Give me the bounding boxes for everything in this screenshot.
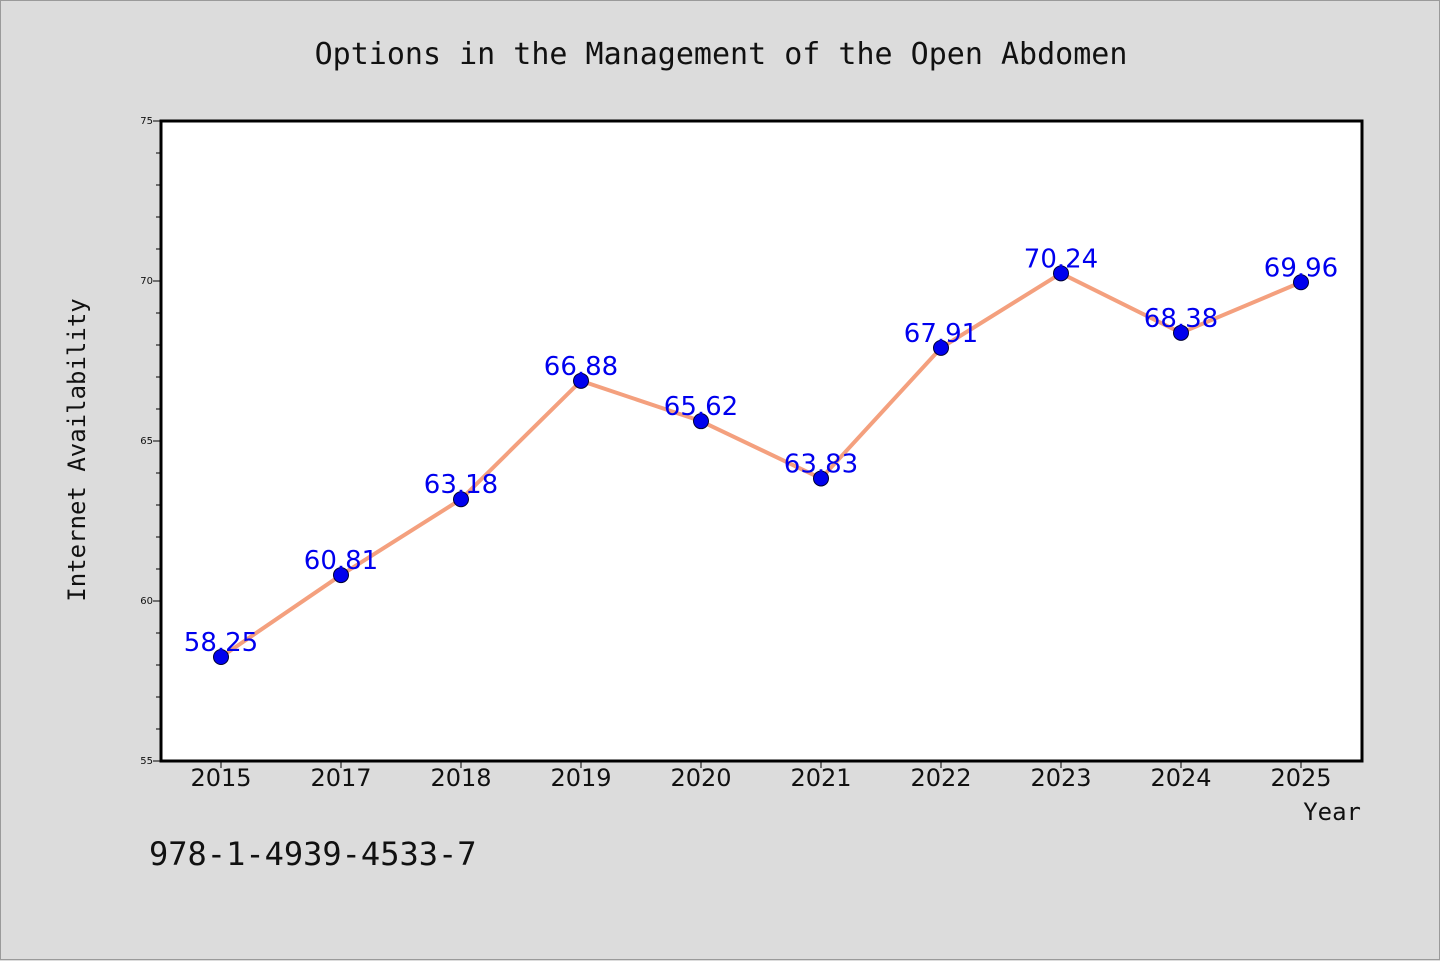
x-tick-label: 2015: [190, 764, 251, 792]
data-label: 65.62: [664, 392, 738, 422]
x-tick-label: 2021: [790, 764, 851, 792]
x-tick-label: 2023: [1030, 764, 1091, 792]
y-axis: 55 60 65 70 75: [140, 116, 161, 767]
x-tick-label: 2025: [1270, 764, 1331, 792]
x-tick-label: 2024: [1150, 764, 1211, 792]
data-label: 69.96: [1264, 253, 1338, 283]
data-label: 60.81: [304, 546, 378, 576]
y-tick-label: 60: [140, 596, 153, 607]
y-axis-label: Internet Availability: [63, 298, 91, 601]
data-point: [333, 567, 349, 584]
x-tick-label: 2022: [910, 764, 971, 792]
data-point: [1173, 324, 1189, 341]
y-tick-label: 55: [140, 756, 153, 767]
x-axis-label: Year: [1303, 798, 1361, 826]
y-tick-label: 65: [140, 436, 153, 447]
x-tick-label: 2020: [670, 764, 731, 792]
data-label: 68.38: [1144, 304, 1218, 334]
x-tick-label: 2017: [310, 764, 371, 792]
data-point: [693, 413, 709, 430]
data-point: [1293, 274, 1309, 291]
data-point: [933, 339, 949, 356]
data-label: 63.83: [784, 449, 858, 479]
plot-border: [159, 119, 1364, 763]
data-label: 58.25: [184, 628, 258, 658]
chart-title: Options in the Management of the Open Ab…: [315, 37, 1128, 72]
data-point: [213, 649, 229, 665]
data-label: 67.91: [904, 319, 978, 349]
y-tick-label: 75: [140, 116, 153, 127]
data-label: 70.24: [1024, 244, 1098, 274]
series-internet-availability: [213, 265, 1309, 665]
data-point: [453, 491, 469, 508]
data-labels: 58.25 60.81 63.18 66.88 65.62 63.83 67.91 70.24…: [184, 244, 1338, 658]
x-axis: 2015 2017 2018 2019 2020 2021 2022 2023 2024 2025: [190, 761, 1332, 792]
isbn-text: 978-1-4939-4533-7: [149, 835, 477, 873]
x-tick-label: 2018: [430, 764, 491, 792]
x-tick-label: 2019: [550, 764, 611, 792]
data-label: 66.88: [544, 352, 618, 382]
y-tick-label: 70: [140, 276, 153, 287]
data-point: [1053, 265, 1069, 282]
data-label: 63.18: [424, 470, 498, 500]
data-point: [813, 470, 829, 487]
data-point: [573, 372, 589, 389]
series-line: [219, 271, 1303, 659]
plot-area: [161, 121, 1362, 761]
